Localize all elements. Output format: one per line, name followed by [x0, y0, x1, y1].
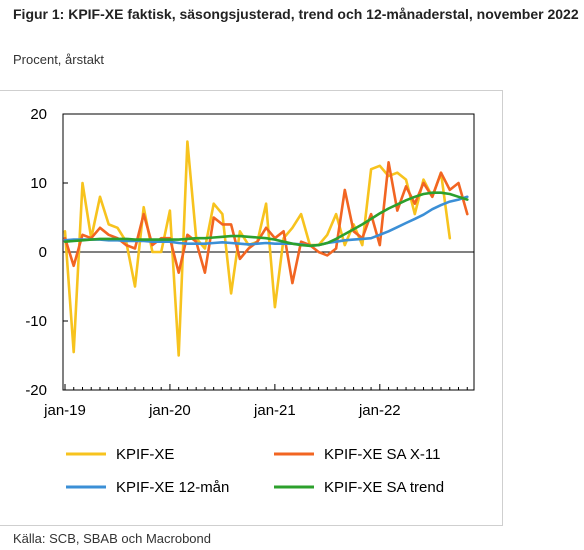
x-tick-label: jan-19 — [43, 402, 86, 419]
legend-label: KPIF-XE SA trend — [324, 479, 444, 496]
x-tick-label: jan-21 — [253, 402, 296, 419]
source-note: Källa: SCB, SBAB och Macrobond — [13, 531, 211, 546]
y-tick-label: 10 — [30, 175, 47, 192]
unit-label: Procent, årstakt — [13, 52, 105, 67]
series-lines — [63, 140, 469, 357]
series-line-4 — [63, 191, 469, 248]
legend-label: KPIF-XE SA X-11 — [324, 446, 440, 463]
series-line-3 — [63, 195, 469, 248]
y-tick-label: 0 — [39, 244, 47, 261]
x-tick-label: jan-22 — [358, 402, 401, 419]
x-tick-label: jan-20 — [148, 402, 191, 419]
y-tick-label: 20 — [30, 106, 47, 123]
chart-title: Figur 1: KPIF-XE faktisk, säsongsjustera… — [13, 6, 579, 22]
y-tick-label: -10 — [25, 313, 47, 330]
legend-label: KPIF-XE 12-mån — [116, 479, 229, 496]
series-line-1 — [63, 140, 452, 357]
legend-label: KPIF-XE — [116, 446, 174, 463]
axes: 20 10 0 -10 -20 jan-19 jan-20 jan-21 jan-22 — [25, 106, 475, 419]
y-tick-label: -20 — [25, 382, 47, 399]
legend: KPIF-XE KPIF-XE SA X-11 KPIF-XE 12-mån KPIF… — [66, 446, 444, 496]
